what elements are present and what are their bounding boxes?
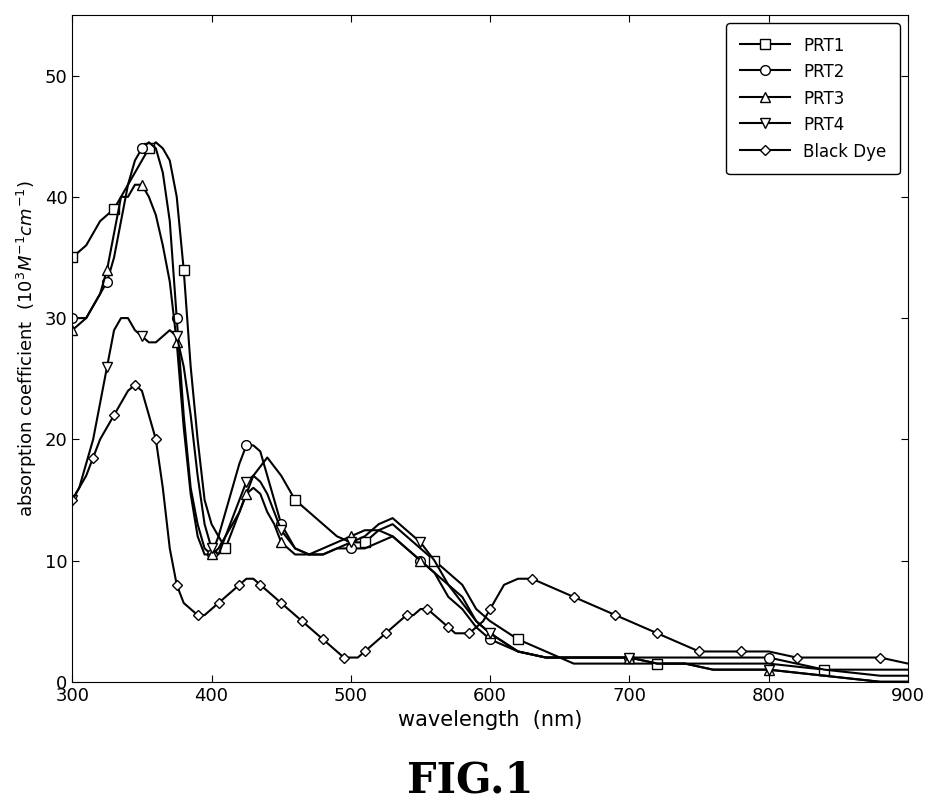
- PRT2: [143, 138, 154, 147]
- PRT1: [415, 544, 426, 553]
- PRT4: [67, 495, 78, 505]
- PRT2: [902, 671, 914, 680]
- Black Dye: [568, 592, 579, 602]
- PRT3: [457, 592, 468, 602]
- PRT3: [81, 313, 92, 323]
- PRT3: [136, 180, 148, 190]
- PRT2: [457, 604, 468, 614]
- PRT1: [387, 519, 399, 529]
- Black Dye: [666, 634, 677, 644]
- Line: PRT1: PRT1: [68, 138, 913, 675]
- PRT2: [178, 410, 189, 420]
- Line: PRT4: PRT4: [68, 313, 913, 687]
- PRT1: [150, 138, 162, 147]
- Line: PRT2: PRT2: [68, 138, 913, 680]
- PRT2: [290, 544, 301, 553]
- PRT2: [108, 253, 119, 262]
- PRT3: [874, 677, 885, 687]
- PRT4: [108, 326, 119, 335]
- PRT4: [178, 362, 189, 372]
- PRT1: [178, 265, 189, 275]
- PRT4: [874, 677, 885, 687]
- Black Dye: [130, 380, 141, 390]
- PRT1: [819, 665, 830, 675]
- Black Dye: [136, 386, 148, 395]
- PRT3: [902, 677, 914, 687]
- Y-axis label: absorption coefficient  ($10^3M^{-1}cm^{-1}$): absorption coefficient ($10^3M^{-1}cm^{-…: [15, 180, 39, 517]
- Legend: PRT1, PRT2, PRT3, PRT4, Black Dye: PRT1, PRT2, PRT3, PRT4, Black Dye: [727, 23, 900, 174]
- Line: PRT3: PRT3: [68, 180, 913, 687]
- PRT1: [373, 526, 384, 535]
- PRT3: [108, 228, 119, 238]
- PRT4: [457, 598, 468, 608]
- PRT4: [136, 331, 148, 341]
- Text: FIG.1: FIG.1: [407, 760, 533, 802]
- PRT1: [540, 646, 552, 656]
- PRT2: [81, 313, 92, 323]
- PRT4: [290, 544, 301, 553]
- PRT1: [429, 556, 440, 565]
- PRT2: [67, 313, 78, 323]
- PRT2: [874, 671, 885, 680]
- PRT2: [130, 156, 141, 165]
- PRT3: [130, 180, 141, 190]
- PRT3: [67, 326, 78, 335]
- PRT3: [290, 550, 301, 560]
- PRT1: [67, 253, 78, 262]
- PRT4: [81, 458, 92, 468]
- X-axis label: wavelength  (nm): wavelength (nm): [398, 710, 582, 730]
- PRT3: [178, 422, 189, 432]
- PRT1: [902, 665, 914, 675]
- Line: Black Dye: Black Dye: [69, 382, 912, 667]
- Black Dye: [67, 495, 78, 505]
- Black Dye: [359, 646, 370, 656]
- Black Dye: [95, 434, 106, 444]
- PRT4: [116, 313, 127, 323]
- Black Dye: [902, 659, 914, 668]
- Black Dye: [81, 471, 92, 480]
- PRT4: [902, 677, 914, 687]
